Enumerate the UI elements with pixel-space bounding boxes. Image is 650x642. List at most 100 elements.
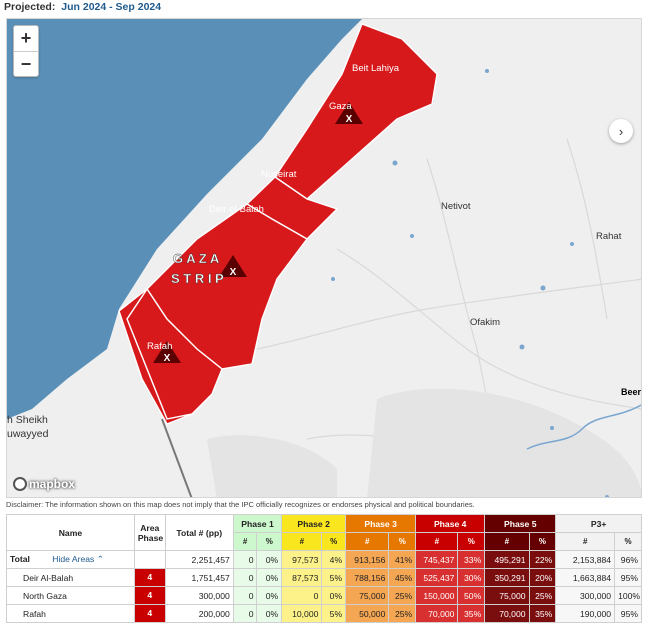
cell: 10,000 — [281, 604, 323, 623]
sub-pct: % — [528, 532, 557, 551]
cell: 190,000 — [555, 604, 616, 623]
table-row[interactable]: Deir Al-Balah 4 1,751,457 0 0% 87,573 5%… — [6, 568, 642, 587]
col-phase4: Phase 4 — [415, 514, 486, 533]
famine-marker-icon[interactable]: X — [219, 255, 247, 278]
cell: 95% — [614, 604, 642, 623]
chevron-right-icon[interactable]: › — [609, 119, 633, 143]
col-phase3: Phase 3 — [345, 514, 417, 533]
famine-marker-icon[interactable]: X — [153, 341, 181, 364]
phase-table: Name Area Phase Total # (pp) Phase 1 Phas… — [6, 514, 642, 623]
row-name: North Gaza — [6, 586, 135, 605]
chevron-up-icon: ⌃ — [96, 554, 104, 564]
cell: 35% — [457, 604, 486, 623]
cell: 745,437 — [415, 550, 459, 569]
cell: 0% — [321, 586, 347, 605]
cell: 0% — [256, 568, 283, 587]
row-total: 1,751,457 — [164, 568, 234, 587]
label-gaza: Gaza — [329, 101, 352, 112]
row-phase: 4 — [133, 604, 166, 623]
col-total: Total # (pp) — [164, 514, 234, 551]
col-p3plus: P3+ — [555, 514, 642, 533]
sub-num: # — [232, 532, 258, 551]
cell: 150,000 — [415, 586, 459, 605]
sub-pct: % — [614, 532, 642, 551]
map-canvas[interactable]: X X X Beit Lahiya Gaza Nuseirat Deir el-… — [7, 19, 642, 498]
cell: 350,291 — [484, 568, 530, 587]
cell: 25% — [388, 586, 417, 605]
cell: 5% — [321, 568, 347, 587]
map-disclaimer: Disclaimer: The information shown on thi… — [6, 500, 475, 509]
terrain — [207, 388, 641, 497]
zoom-out-button[interactable]: − — [14, 51, 38, 76]
famine-markers[interactable]: X X X — [153, 102, 363, 364]
row-total: 200,000 — [164, 604, 234, 623]
label-ofakim: Ofakim — [470, 317, 500, 328]
river — [526, 404, 641, 450]
cell: 87,573 — [281, 568, 323, 587]
cell: 0 — [232, 568, 258, 587]
row-phase: 4 — [133, 568, 166, 587]
cell: 0% — [256, 604, 283, 623]
cell: 50,000 — [345, 604, 390, 623]
mapbox-text: mapbox — [29, 477, 76, 491]
cell: 0 — [232, 550, 258, 569]
cell: 75,000 — [484, 586, 530, 605]
label-nuseirat: Nuseirat — [261, 169, 297, 180]
cell: 2,153,884 — [555, 550, 616, 569]
cell: 25% — [388, 604, 417, 623]
mapbox-attribution[interactable]: mapbox — [13, 477, 75, 491]
col-area-phase: Area Phase — [133, 514, 166, 551]
region-deir-al-balah[interactable] — [146, 203, 309, 370]
water-bodies — [331, 69, 609, 497]
cell: 75,000 — [345, 586, 390, 605]
row-phase — [133, 550, 166, 569]
table-row[interactable]: Rafah 4 200,000 0 0% 10,000 5% 50,000 25… — [6, 604, 642, 623]
region-north-gaza[interactable] — [274, 23, 438, 200]
label-sheikh-1: h Sheikh — [7, 414, 48, 426]
cell: 30% — [457, 568, 486, 587]
cell: 0 — [281, 586, 323, 605]
label-beit-lahiya: Beit Lahiya — [352, 63, 400, 74]
cell: 25% — [528, 586, 557, 605]
sub-pct: % — [388, 532, 417, 551]
cell: 100% — [614, 586, 642, 605]
mapbox-icon — [13, 477, 27, 491]
table-row[interactable]: North Gaza 4 300,000 0 0% 0 0% 75,000 25… — [6, 586, 642, 605]
projection-label: Projected: — [4, 1, 56, 13]
zoom-in-button[interactable]: + — [20, 28, 32, 48]
cell: 50% — [457, 586, 486, 605]
region-rafah[interactable] — [118, 288, 193, 425]
cell: 35% — [528, 604, 557, 623]
cell: 33% — [457, 550, 486, 569]
cell: 41% — [388, 550, 417, 569]
svg-text:X: X — [164, 353, 171, 364]
sub-pct: % — [321, 532, 347, 551]
gaza-strip[interactable] — [118, 23, 438, 425]
label-strip-name-2: S T R I P — [171, 271, 224, 286]
sub-num: # — [281, 532, 323, 551]
row-name: Rafah — [6, 604, 135, 623]
cell: 22% — [528, 550, 557, 569]
svg-text:X: X — [230, 267, 237, 278]
row-total: 2,251,457 — [164, 550, 234, 569]
cell: 45% — [388, 568, 417, 587]
cell: 97,573 — [281, 550, 323, 569]
col-phase2: Phase 2 — [281, 514, 347, 533]
cell: 0 — [232, 586, 258, 605]
cell: 70,000 — [415, 604, 459, 623]
sub-num: # — [345, 532, 390, 551]
hide-areas-toggle[interactable]: Hide Areas ⌃ — [52, 554, 104, 564]
famine-marker-icon[interactable]: X — [335, 102, 363, 125]
map-view[interactable]: X X X Beit Lahiya Gaza Nuseirat Deir el-… — [6, 18, 642, 498]
label-rafah: Rafah — [147, 341, 172, 352]
cell: 20% — [528, 568, 557, 587]
cell: 913,156 — [345, 550, 390, 569]
label-netivot: Netivot — [441, 201, 471, 212]
label-deir-el-balah: Deir el-Balah — [209, 204, 264, 215]
label-rahat: Rahat — [596, 231, 622, 242]
row-total: 300,000 — [164, 586, 234, 605]
cell: 300,000 — [555, 586, 616, 605]
cell: 525,437 — [415, 568, 459, 587]
cell: 788,156 — [345, 568, 390, 587]
cell: 95% — [614, 568, 642, 587]
